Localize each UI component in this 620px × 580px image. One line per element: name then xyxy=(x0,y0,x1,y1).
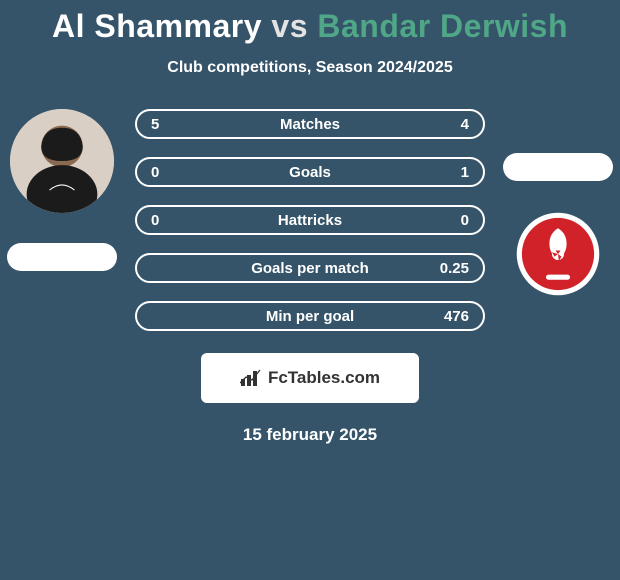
stat-row: 0 Hattricks 0 xyxy=(135,205,485,235)
player2-flag xyxy=(503,153,613,181)
player2-club-crest xyxy=(515,211,601,297)
stat-left-value: 0 xyxy=(151,212,187,229)
stat-row: 0 Goals 1 xyxy=(135,157,485,187)
stat-label: Min per goal xyxy=(187,308,433,325)
right-column xyxy=(503,109,613,297)
stat-right-value: 1 xyxy=(433,164,469,181)
bar-chart-icon xyxy=(240,369,262,387)
stat-label: Goals xyxy=(187,164,433,181)
stat-right-value: 0.25 xyxy=(433,260,469,277)
stats-list: 5 Matches 4 0 Goals 1 0 Hattricks 0 Goal… xyxy=(135,109,485,331)
brand-box: FcTables.com xyxy=(201,353,419,403)
stat-right-value: 0 xyxy=(433,212,469,229)
subtitle: Club competitions, Season 2024/2025 xyxy=(0,59,620,77)
date-text: 15 february 2025 xyxy=(0,425,620,445)
player1-avatar xyxy=(10,109,114,213)
player1-flag xyxy=(7,243,117,271)
stat-row: Goals per match 0.25 xyxy=(135,253,485,283)
stat-right-value: 4 xyxy=(433,116,469,133)
stat-left-value: 5 xyxy=(151,116,187,133)
player1-name: Al Shammary xyxy=(52,8,262,44)
left-column xyxy=(7,109,117,271)
stat-row: 5 Matches 4 xyxy=(135,109,485,139)
comparison-title: Al Shammary vs Bandar Derwish xyxy=(0,0,620,45)
stat-left-value: 0 xyxy=(151,164,187,181)
stat-row: Min per goal 476 xyxy=(135,301,485,331)
stat-right-value: 476 xyxy=(433,308,469,325)
vs-text: vs xyxy=(271,8,308,44)
player2-name: Bandar Derwish xyxy=(317,8,568,44)
stat-label: Matches xyxy=(187,116,433,133)
player-photo-icon xyxy=(10,109,114,213)
stat-label: Goals per match xyxy=(187,260,433,277)
club-crest-icon xyxy=(515,211,601,297)
brand-text: FcTables.com xyxy=(268,368,380,388)
stat-label: Hattricks xyxy=(187,212,433,229)
comparison-body: 5 Matches 4 0 Goals 1 0 Hattricks 0 Goal… xyxy=(0,109,620,331)
